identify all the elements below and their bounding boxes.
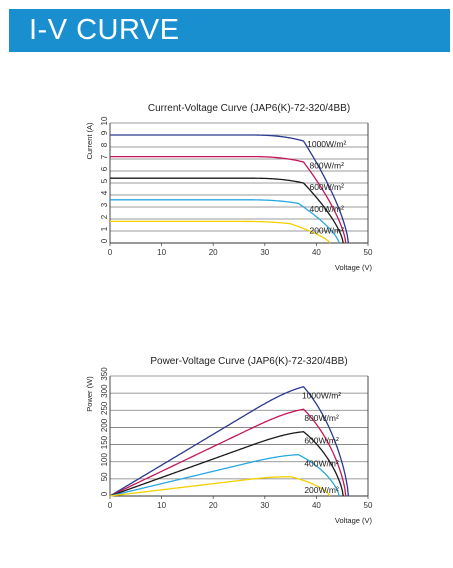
y-tick-label: 4 [100,190,109,195]
x-tick-label: 40 [312,248,321,257]
y-tick-label: 6 [100,166,109,171]
y-axis-label: Current (A) [85,122,94,160]
series-label: 1000W/m² [302,391,341,401]
x-tick-label: 0 [108,501,113,510]
y-tick-label: 150 [100,435,109,449]
series-label: 1000W/m² [307,139,346,149]
x-axis-label: Voltage (V) [335,516,373,525]
y-tick-label: 0 [100,491,109,496]
x-tick-label: 30 [260,501,269,510]
series-line-4 [110,220,331,244]
series-label: 600W/m² [309,182,344,192]
x-tick-label: 10 [157,248,166,257]
chart-title: Power-Voltage Curve (JAP6(K)-72-320/4BB) [150,356,347,367]
series-line-3 [109,454,340,497]
y-tick-label: 1 [100,226,109,231]
header-banner: I-V CURVE [9,9,450,52]
x-tick-label: 20 [209,248,218,257]
series-label: 800W/m² [304,413,339,423]
series-line-2 [110,177,344,244]
y-axis-label: Power (W) [85,376,94,412]
y-tick-label: 0 [100,238,109,243]
y-tick-label: 200 [100,418,109,432]
series-line-0 [110,134,350,244]
series-label: 200W/m² [304,485,339,495]
y-tick-label: 8 [100,142,109,147]
series-line-2 [109,431,344,497]
series-line-0 [109,385,350,497]
x-tick-label: 50 [364,248,373,257]
y-tick-label: 9 [100,130,109,135]
y-tick-label: 2 [100,214,109,219]
y-tick-label: 100 [100,452,109,466]
x-axis-label: Voltage (V) [335,263,373,272]
page-title: I-V CURVE [29,14,180,46]
chart-title: Current-Voltage Curve (JAP6(K)-72-320/4B… [148,103,350,114]
series-label: 400W/m² [304,459,339,469]
x-tick-label: 10 [157,501,166,510]
series-label: 800W/m² [309,161,344,171]
series-line-1 [110,155,347,244]
series-line-1 [109,408,347,497]
y-tick-label: 250 [100,401,109,415]
y-tick-label: 300 [100,384,109,398]
x-tick-label: 30 [260,248,269,257]
series-line-4 [109,476,331,497]
x-tick-label: 50 [364,501,373,510]
y-tick-label: 7 [100,154,109,159]
y-tick-label: 10 [100,116,109,125]
series-line-3 [110,199,340,244]
y-tick-label: 3 [100,202,109,207]
x-tick-label: 40 [312,501,321,510]
y-tick-label: 5 [100,178,109,183]
x-tick-label: 20 [209,501,218,510]
series-label: 200W/m² [309,225,344,235]
x-tick-label: 0 [108,248,113,257]
y-tick-label: 350 [100,367,109,381]
series-label: 600W/m² [304,436,339,446]
y-tick-label: 50 [100,472,109,481]
series-label: 400W/m² [309,204,344,214]
